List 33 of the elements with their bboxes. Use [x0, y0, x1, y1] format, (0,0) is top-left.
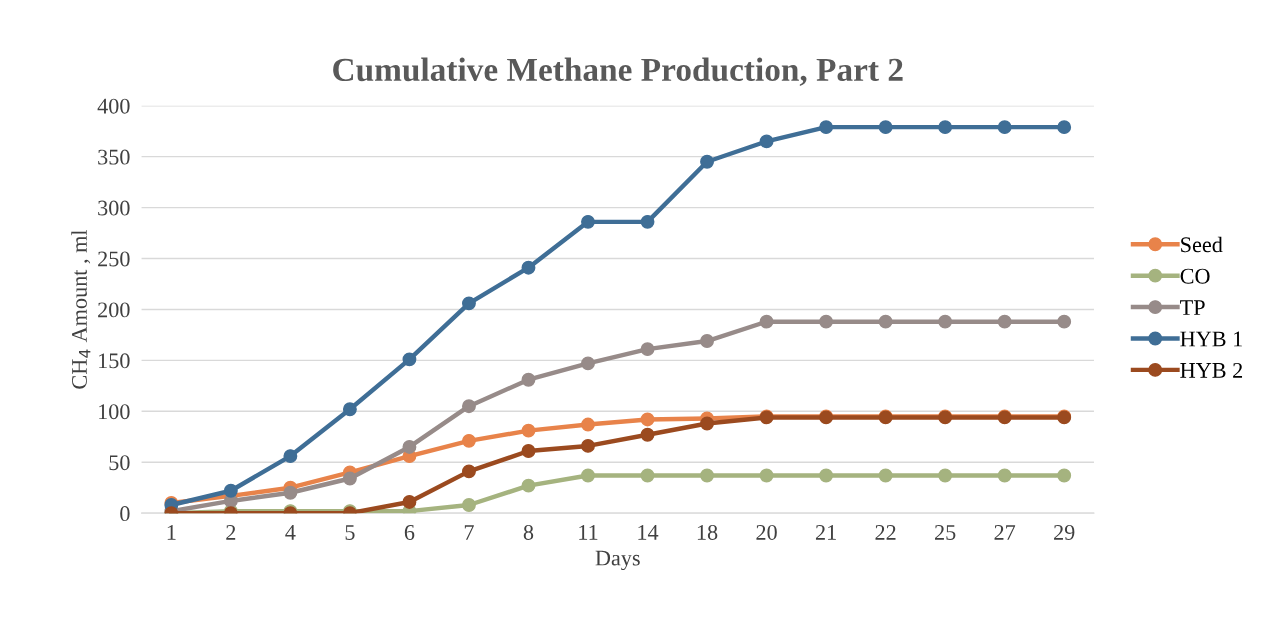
x-tick-label: 20 [756, 524, 777, 540]
x-tick-label: 18 [697, 524, 718, 540]
x-tick-label: 8 [523, 524, 534, 540]
x-axis-title: Days [595, 550, 640, 571]
x-tick-label: 4 [285, 525, 296, 540]
x-tick-label: 14 [638, 525, 659, 540]
x-tick-label: 2 [226, 524, 236, 540]
y-tick-label: 100 [99, 404, 130, 420]
x-tick-label: 27 [994, 524, 1016, 540]
x-tick-label: 5 [345, 525, 355, 540]
legend-label: HYB 2 [1180, 362, 1243, 378]
y-tick-label: 300 [98, 200, 130, 216]
x-tick-label: 7 [464, 525, 474, 540]
x-tick-label: 1 [167, 525, 176, 540]
legend-label: CO [1180, 268, 1210, 284]
legend-label: TP [1180, 300, 1205, 315]
chart-title: Cumulative Methane Production, Part 2 [333, 57, 903, 86]
x-tick-label: 6 [404, 524, 415, 540]
x-tick-label: 29 [1054, 524, 1075, 540]
y-tick-label: 50 [109, 455, 130, 471]
y-axis-title: CH$_{4}$ Amount , ml [71, 229, 91, 389]
x-tick-label: 25 [935, 524, 956, 540]
x-tick-label: 11 [579, 525, 598, 540]
y-tick-label: 250 [98, 251, 130, 267]
x-tick-label: 21 [815, 524, 836, 540]
y-tick-label: 200 [98, 302, 130, 318]
y-tick-label: 150 [99, 353, 130, 369]
y-tick-label: 400 [97, 98, 130, 114]
y-tick-label: 0 [120, 506, 130, 522]
legend-label: HYB 1 [1180, 331, 1242, 347]
x-tick-label: 22 [875, 524, 896, 540]
y-tick-label: 350 [98, 149, 130, 165]
legend-label: Seed [1181, 236, 1223, 253]
